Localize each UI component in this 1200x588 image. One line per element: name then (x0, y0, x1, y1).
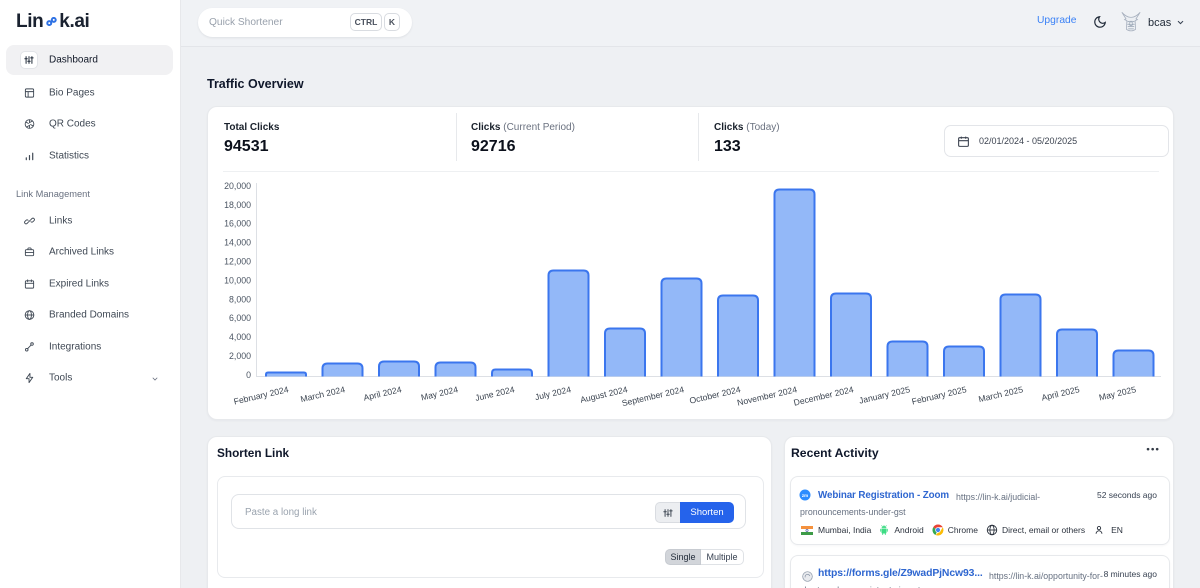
svg-text:18,000: 18,000 (224, 200, 251, 210)
svg-text:January 2025: January 2025 (858, 384, 911, 406)
svg-text:April 2024: April 2024 (362, 384, 402, 402)
svg-text:April 2025: April 2025 (1040, 384, 1080, 402)
svg-text:July 2024: July 2024 (534, 384, 572, 402)
svg-text:20,000: 20,000 (224, 181, 251, 191)
svg-text:November 2024: November 2024 (736, 384, 798, 408)
svg-text:12,000: 12,000 (224, 257, 251, 267)
svg-text:0: 0 (246, 370, 251, 380)
svg-text:8,000: 8,000 (229, 294, 251, 304)
svg-text:4,000: 4,000 (229, 332, 251, 342)
svg-text:March 2024: March 2024 (299, 384, 346, 404)
svg-text:6,000: 6,000 (229, 313, 251, 323)
svg-text:May 2025: May 2025 (1098, 384, 1137, 402)
svg-text:14,000: 14,000 (224, 238, 251, 248)
svg-text:May 2024: May 2024 (420, 384, 459, 402)
svg-text:zm: zm (802, 493, 808, 498)
svg-text:16,000: 16,000 (224, 219, 251, 229)
svg-text:February 2024: February 2024 (233, 384, 290, 406)
svg-text:September 2024: September 2024 (621, 384, 685, 408)
svg-text:10,000: 10,000 (224, 275, 251, 285)
svg-text:March 2025: March 2025 (977, 384, 1024, 404)
svg-text:June 2024: June 2024 (474, 384, 516, 403)
svg-text:December 2024: December 2024 (793, 384, 855, 408)
svg-text:2,000: 2,000 (229, 351, 251, 361)
svg-text:February 2025: February 2025 (911, 384, 968, 406)
svg-text:October 2024: October 2024 (688, 384, 741, 406)
